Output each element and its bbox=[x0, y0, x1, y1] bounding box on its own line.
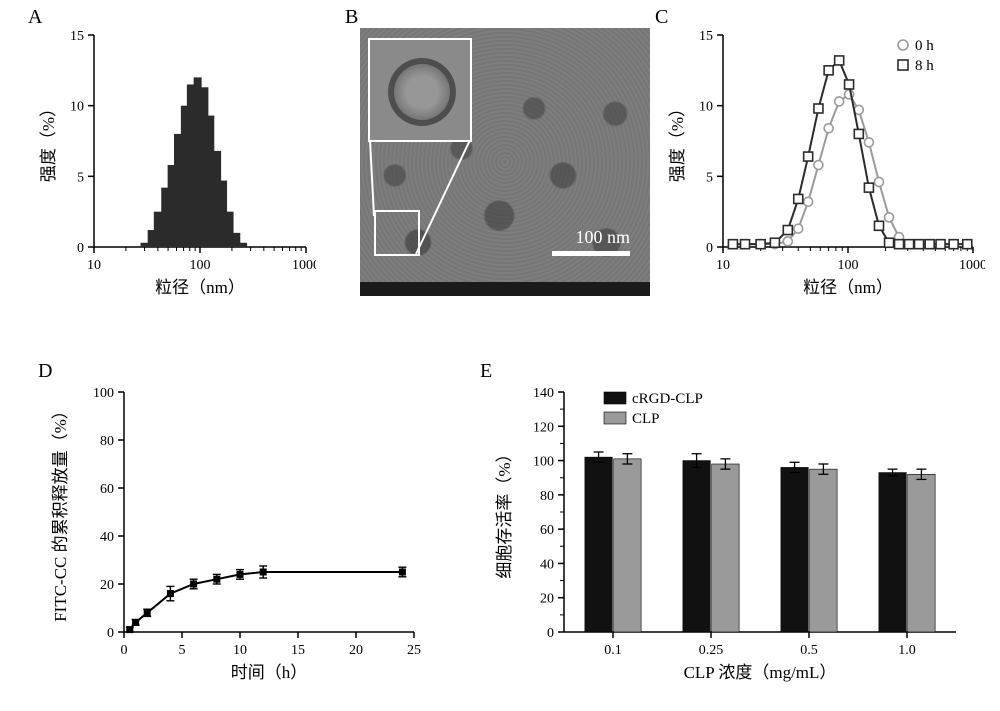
svg-text:20: 20 bbox=[540, 592, 554, 607]
svg-text:8 h: 8 h bbox=[915, 58, 934, 74]
svg-text:100: 100 bbox=[93, 386, 114, 401]
svg-text:CLP 浓度（mg/mL）: CLP 浓度（mg/mL） bbox=[684, 663, 837, 682]
svg-text:粒径（nm）: 粒径（nm） bbox=[803, 278, 893, 297]
panel-a-chart: 0 5 10 15 10 100 1000 粒径（nm） 强度（%） bbox=[36, 25, 316, 305]
panel-e-chart: 0 20 40 60 80 100 120 140 0.1 0.25 0.5 1.0 cRGD-CLP C… bbox=[490, 380, 970, 690]
panel-c-chart: 0 5 10 15 10 100 1000 0 h 8 h 粒径（nm） 强度（%） bbox=[665, 25, 985, 305]
panel-label-b: B bbox=[345, 6, 358, 29]
svg-text:15: 15 bbox=[699, 29, 713, 44]
svg-text:0: 0 bbox=[547, 626, 554, 641]
tem-inset bbox=[368, 38, 472, 142]
svg-text:0: 0 bbox=[77, 241, 84, 256]
svg-text:5: 5 bbox=[179, 643, 186, 658]
svg-text:10: 10 bbox=[699, 100, 713, 115]
svg-text:60: 60 bbox=[100, 482, 114, 497]
svg-text:20: 20 bbox=[100, 578, 114, 593]
svg-text:1000: 1000 bbox=[292, 258, 316, 273]
svg-text:100: 100 bbox=[533, 455, 554, 470]
svg-text:cRGD-CLP: cRGD-CLP bbox=[632, 391, 703, 407]
tem-scalebar bbox=[552, 251, 630, 256]
panel-b-tem: 100 nm bbox=[360, 28, 650, 296]
tem-scalebar-label: 100 nm bbox=[575, 227, 630, 248]
svg-text:10: 10 bbox=[716, 258, 730, 273]
svg-text:100: 100 bbox=[838, 258, 859, 273]
svg-text:强度（%）: 强度（%） bbox=[668, 100, 687, 182]
panel-d-chart: 0 20 40 60 80 100 0 5 10 15 20 25 时间（h） FITC-CC 的累积释放… bbox=[46, 380, 426, 690]
svg-text:0.1: 0.1 bbox=[604, 643, 622, 658]
svg-text:粒径（nm）: 粒径（nm） bbox=[155, 278, 245, 297]
svg-text:15: 15 bbox=[291, 643, 305, 658]
svg-text:0.25: 0.25 bbox=[699, 643, 724, 658]
svg-text:CLP: CLP bbox=[632, 411, 660, 427]
svg-text:0: 0 bbox=[121, 643, 128, 658]
svg-text:细胞存活率（%）: 细胞存活率（%） bbox=[495, 445, 514, 578]
svg-text:20: 20 bbox=[349, 643, 363, 658]
svg-text:5: 5 bbox=[706, 170, 713, 185]
svg-text:10: 10 bbox=[87, 258, 101, 273]
svg-text:FITC-CC 的累积释放量（%）: FITC-CC 的累积释放量（%） bbox=[51, 402, 70, 622]
tem-footer bbox=[360, 282, 650, 296]
svg-text:1.0: 1.0 bbox=[898, 643, 916, 658]
svg-text:120: 120 bbox=[533, 420, 554, 435]
svg-text:1000: 1000 bbox=[959, 258, 985, 273]
svg-text:0 h: 0 h bbox=[915, 38, 934, 54]
svg-text:25: 25 bbox=[407, 643, 421, 658]
figure-page: A B C D E 051015101001000粒径（nm）强度（%） 100… bbox=[0, 0, 1000, 711]
svg-text:时间（h）: 时间（h） bbox=[231, 663, 308, 682]
svg-text:100: 100 bbox=[190, 258, 211, 273]
svg-text:60: 60 bbox=[540, 523, 554, 538]
svg-text:0: 0 bbox=[107, 626, 114, 641]
svg-text:0: 0 bbox=[706, 241, 713, 256]
svg-text:80: 80 bbox=[540, 489, 554, 504]
svg-text:10: 10 bbox=[233, 643, 247, 658]
svg-text:5: 5 bbox=[77, 170, 84, 185]
svg-text:0.5: 0.5 bbox=[800, 643, 818, 658]
svg-text:40: 40 bbox=[100, 530, 114, 545]
svg-text:40: 40 bbox=[540, 557, 554, 572]
svg-text:15: 15 bbox=[70, 29, 84, 44]
tem-ring bbox=[388, 58, 456, 126]
svg-text:强度（%）: 强度（%） bbox=[39, 100, 58, 182]
svg-text:80: 80 bbox=[100, 434, 114, 449]
svg-text:140: 140 bbox=[533, 386, 554, 401]
svg-text:10: 10 bbox=[70, 100, 84, 115]
